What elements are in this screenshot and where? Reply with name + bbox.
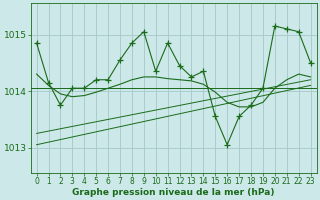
X-axis label: Graphe pression niveau de la mer (hPa): Graphe pression niveau de la mer (hPa) xyxy=(72,188,275,197)
